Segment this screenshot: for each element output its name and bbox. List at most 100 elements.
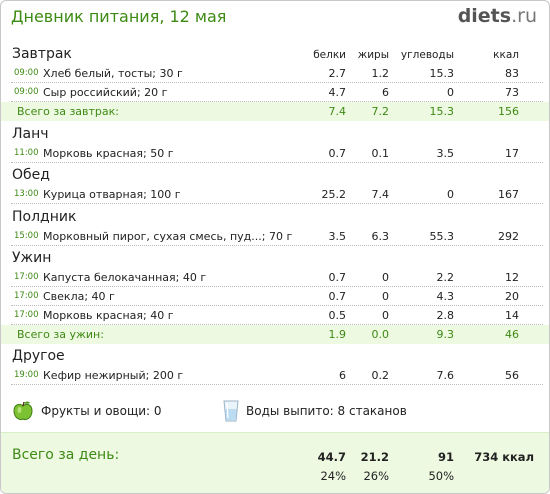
kcal-value: 156: [498, 105, 519, 118]
carbs-value: 9.3: [436, 328, 455, 341]
food-row[interactable]: 13:00 Курица отварная; 100 г 25.2 7.4 0 …: [1, 185, 549, 204]
protein-value: 0.5: [328, 309, 347, 322]
food-row[interactable]: 17:00 Свекла; 40 г 0.7 0 4.3 20: [1, 287, 549, 306]
fat-value: 0.0: [371, 328, 390, 341]
column-header-carbs: углеводы: [400, 49, 454, 61]
column-header-fat: жиры: [357, 49, 389, 61]
kcal-value: 83: [505, 67, 519, 80]
carbs-value: 3.5: [436, 147, 455, 160]
protein-value: 7.4: [328, 105, 347, 118]
fat-value: 0.1: [371, 147, 390, 160]
kcal-value: 14: [505, 309, 519, 322]
food-time: 17:00: [14, 272, 39, 282]
carbs-value: 0: [447, 188, 454, 201]
meal-subtotal-row: Всего за завтрак: 7.4 7.2 15.3 156: [1, 102, 549, 121]
water-glass-icon: [223, 400, 239, 422]
protein-value: 0.7: [328, 290, 347, 303]
food-row[interactable]: 15:00 Морковный пирог, сухая смесь, пуд.…: [1, 227, 549, 246]
food-row[interactable]: 09:00 Сыр российский; 20 г 4.7 6 0 73: [1, 83, 549, 102]
daily-carbs-value: 91: [437, 450, 454, 464]
food-time: 13:00: [14, 189, 39, 199]
daily-total-label: Всего за день:: [12, 447, 120, 463]
daily-fat-percent: 26%: [363, 469, 389, 483]
extras-bar: Фрукты и овощи: 0 Воды выпито: 8 стакано…: [1, 397, 549, 425]
food-row[interactable]: 17:00 Капуста белокачанная; 40 г 0.7 0 2…: [1, 268, 549, 287]
fat-value: 7.2: [371, 105, 390, 118]
column-header-kcal: ккал: [493, 49, 519, 61]
food-name: Морковный пирог, сухая смесь, пуд...; 70…: [43, 230, 293, 243]
fat-value: 0.2: [371, 369, 390, 382]
kcal-value: 167: [498, 188, 519, 201]
food-time: 17:00: [14, 291, 39, 301]
protein-value: 2.7: [328, 67, 347, 80]
meal-title: Ужин: [12, 250, 52, 266]
fat-value: 0: [382, 309, 389, 322]
apple-icon: [13, 401, 33, 420]
fat-value: 1.2: [371, 67, 390, 80]
column-headers: белки жиры углеводы ккал: [1, 47, 549, 63]
fat-value: 0: [382, 290, 389, 303]
food-name: Капуста белокачанная; 40 г: [43, 271, 207, 284]
site-logo[interactable]: diets.ru: [458, 5, 537, 27]
food-row[interactable]: 17:00 Морковь красная; 40 г 0.5 0 2.8 14: [1, 306, 549, 325]
food-row[interactable]: 09:00 Хлеб белый, тосты; 30 г 2.7 1.2 15…: [1, 64, 549, 83]
carbs-value: 15.3: [429, 67, 455, 80]
food-time: 19:00: [14, 370, 39, 380]
food-row[interactable]: 11:00 Морковь красная; 50 г 0.7 0.1 3.5 …: [1, 144, 549, 163]
meal-title: Другое: [12, 348, 65, 364]
daily-kcal-value: 734 ккал: [474, 450, 534, 464]
subtotal-label: Всего за ужин:: [17, 328, 104, 341]
carbs-value: 2.2: [436, 271, 455, 284]
food-name: Морковь красная; 40 г: [43, 309, 174, 322]
food-time: 09:00: [14, 68, 39, 78]
food-name: Сыр российский; 20 г: [43, 86, 168, 99]
water-intake-count: Воды выпито: 8 стаканов: [246, 404, 407, 418]
meal-title: Ланч: [12, 126, 49, 142]
kcal-value: 17: [505, 147, 519, 160]
food-name: Хлеб белый, тосты; 30 г: [43, 67, 183, 80]
carbs-value: 55.3: [429, 230, 455, 243]
protein-value: 1.9: [328, 328, 347, 341]
food-time: 09:00: [14, 87, 39, 97]
daily-total-bar: Всего за день: 44.7 21.2 91 734 ккал 24%…: [1, 432, 549, 493]
food-name: Курица отварная; 100 г: [43, 188, 181, 201]
kcal-value: 46: [505, 328, 519, 341]
meal-title: Завтрак: [12, 46, 72, 62]
fruits-vegetables-count: Фрукты и овощи: 0: [41, 404, 162, 418]
food-time: 17:00: [14, 310, 39, 320]
food-name: Морковь красная; 50 г: [43, 147, 174, 160]
carbs-value: 0: [447, 86, 454, 99]
kcal-value: 73: [505, 86, 519, 99]
meal-title: Обед: [12, 167, 50, 183]
carbs-value: 4.3: [436, 290, 455, 303]
header: Дневник питания, 12 мая diets.ru: [1, 1, 549, 33]
meal-title: Полдник: [12, 209, 77, 225]
protein-value: 4.7: [328, 86, 347, 99]
fat-value: 0: [382, 271, 389, 284]
carbs-value: 7.6: [436, 369, 455, 382]
food-name: Кефир нежирный; 200 г: [43, 369, 184, 382]
meal-subtotal-row: Всего за ужин: 1.9 0.0 9.3 46: [1, 325, 549, 344]
daily-carbs-percent: 50%: [428, 469, 454, 483]
protein-value: 3.5: [328, 230, 347, 243]
column-header-protein: белки: [313, 49, 346, 61]
kcal-value: 12: [505, 271, 519, 284]
protein-value: 0.7: [328, 271, 347, 284]
page-title: Дневник питания, 12 мая: [11, 7, 227, 26]
food-row[interactable]: 19:00 Кефир нежирный; 200 г 6 0.2 7.6 56: [1, 366, 549, 385]
carbs-value: 15.3: [429, 105, 455, 118]
daily-fat-value: 21.2: [360, 450, 389, 464]
kcal-value: 292: [498, 230, 519, 243]
fat-value: 6.3: [371, 230, 390, 243]
logo-main: diets: [457, 5, 512, 27]
subtotal-label: Всего за завтрак:: [17, 105, 120, 118]
fat-value: 6: [382, 86, 389, 99]
fat-value: 7.4: [371, 188, 390, 201]
logo-tld: .ru: [511, 5, 537, 27]
daily-protein-value: 44.7: [317, 450, 346, 464]
kcal-value: 20: [505, 290, 519, 303]
protein-value: 0.7: [328, 147, 347, 160]
food-time: 15:00: [14, 231, 39, 241]
food-time: 11:00: [14, 148, 39, 158]
